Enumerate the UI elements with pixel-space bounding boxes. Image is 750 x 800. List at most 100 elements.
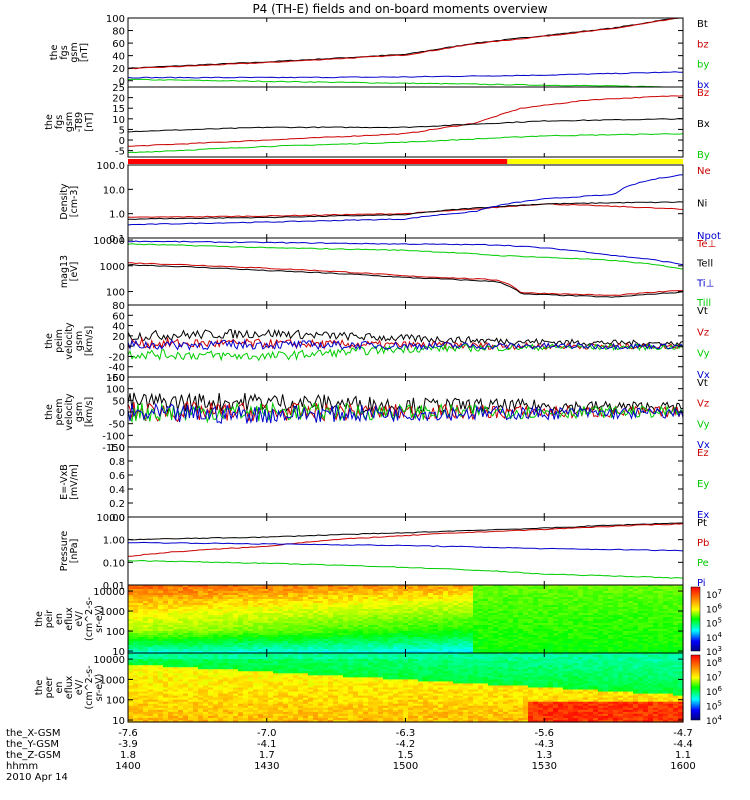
- spectrogram-cell: [528, 639, 534, 642]
- spectrogram-cell: [173, 683, 179, 687]
- spectrogram-cell: [663, 611, 669, 614]
- spectrogram-cell: [168, 703, 174, 707]
- spectrogram-cell: [213, 589, 219, 592]
- spectrogram-cell: [458, 605, 464, 608]
- spectrogram-cell: [343, 609, 349, 612]
- spectrogram-cell: [418, 595, 424, 598]
- spectrogram-cell: [158, 609, 164, 612]
- spectrogram-cell: [198, 627, 204, 630]
- spectrogram-cell: [173, 645, 179, 648]
- spectrogram-cell: [353, 625, 359, 628]
- spectrogram-cell: [153, 595, 159, 598]
- spectrogram-cell: [588, 613, 594, 616]
- spectrogram-cell: [333, 613, 339, 616]
- spectrogram-cell: [333, 633, 339, 636]
- spectrogram-cell: [478, 617, 484, 620]
- spectrogram-cell: [483, 651, 489, 654]
- spectrogram-cell: [178, 633, 184, 636]
- spectrogram-cell: [563, 601, 569, 604]
- spectrogram-cell: [633, 619, 639, 622]
- spectrogram-cell: [203, 627, 209, 630]
- spectrogram-cell: [618, 639, 624, 642]
- spectrogram-cell: [668, 637, 674, 640]
- spectrogram-cell: [653, 597, 659, 600]
- spectrogram-cell: [383, 641, 389, 644]
- spectrogram-cell: [268, 635, 274, 638]
- spectrogram-cell: [228, 673, 234, 676]
- spectrogram-cell: [173, 589, 179, 592]
- spectrogram-cell: [233, 647, 239, 650]
- spectrogram-cell: [368, 593, 374, 596]
- spectrogram-cell: [608, 609, 614, 612]
- spectrogram-cell: [578, 597, 584, 600]
- spectrogram-cell: [203, 633, 209, 636]
- spectrogram-cell: [548, 593, 554, 596]
- spectrogram-cell: [258, 591, 264, 594]
- spectrogram-cell: [378, 591, 384, 594]
- spectrogram-cell: [648, 589, 654, 592]
- spectrogram-cell: [528, 603, 534, 606]
- spectrogram-cell: [193, 677, 199, 680]
- spectrogram-cell: [203, 675, 209, 678]
- spectrogram-cell: [293, 625, 299, 628]
- spectrogram-cell: [228, 651, 234, 654]
- spectrogram-cell: [543, 651, 549, 654]
- spectrogram-cell: [598, 621, 604, 624]
- spectrogram-cell: [558, 633, 564, 636]
- spectrogram-cell: [283, 617, 289, 620]
- spectrogram-cell: [128, 647, 134, 650]
- spectrogram-cell: [228, 639, 234, 642]
- spectrogram-cell: [638, 627, 644, 630]
- spectrogram-cell: [208, 713, 214, 717]
- spectrogram-cell: [383, 645, 389, 648]
- spectrogram-cell: [308, 645, 314, 648]
- spectrogram-cell: [218, 653, 224, 656]
- spectrogram-cell: [408, 641, 414, 644]
- spectrogram-cell: [198, 661, 204, 664]
- spectrogram-cell: [163, 623, 169, 626]
- spectrogram-cell: [388, 601, 394, 604]
- spectrogram-cell: [438, 645, 444, 648]
- spectrogram-cell: [348, 603, 354, 606]
- spectrogram-cell: [303, 649, 309, 652]
- spectrogram-cell: [568, 647, 574, 650]
- spectrogram-cell: [228, 655, 234, 658]
- spectrogram-cell: [558, 605, 564, 608]
- colorbar-tick-label: 106: [706, 602, 722, 615]
- spectrogram-cell: [158, 703, 164, 707]
- spectrogram-cell: [508, 635, 514, 638]
- spectrogram-cell: [578, 645, 584, 648]
- spectrogram-cell: [148, 637, 154, 640]
- spectrogram-cell: [478, 647, 484, 650]
- spectrogram-cell: [488, 635, 494, 638]
- spectrogram-cell: [463, 627, 469, 630]
- spectrogram-cell: [648, 585, 654, 588]
- spectrogram-cell: [408, 607, 414, 610]
- spectrogram-cell: [318, 597, 324, 600]
- spectrogram-cell: [613, 635, 619, 638]
- spectrogram-cell: [208, 649, 214, 652]
- spectrogram-cell: [288, 605, 294, 608]
- spectrogram-cell: [153, 669, 159, 672]
- spectrogram-cell: [393, 633, 399, 636]
- spectrogram-cell: [188, 595, 194, 598]
- spectrogram-cell: [153, 589, 159, 592]
- spectrogram-cell: [258, 619, 264, 622]
- spectrogram-cell: [168, 647, 174, 650]
- spectrogram-cell: [153, 621, 159, 624]
- spectrogram-cell: [563, 617, 569, 620]
- spectrogram-cell: [218, 689, 224, 693]
- spectrogram-cell: [168, 649, 174, 652]
- spectrogram-cell: [513, 621, 519, 624]
- spectrogram-cell: [593, 593, 599, 596]
- spectrogram-cell: [128, 623, 134, 626]
- spectrogram-cell: [198, 585, 204, 588]
- spectrogram-cell: [583, 631, 589, 634]
- spectrogram-cell: [638, 597, 644, 600]
- spectrogram-cell: [468, 617, 474, 620]
- spectrogram-cell: [528, 611, 534, 614]
- spectrogram-cell: [433, 603, 439, 606]
- spectrogram-cell: [218, 637, 224, 640]
- legend-label: Ex: [697, 510, 709, 521]
